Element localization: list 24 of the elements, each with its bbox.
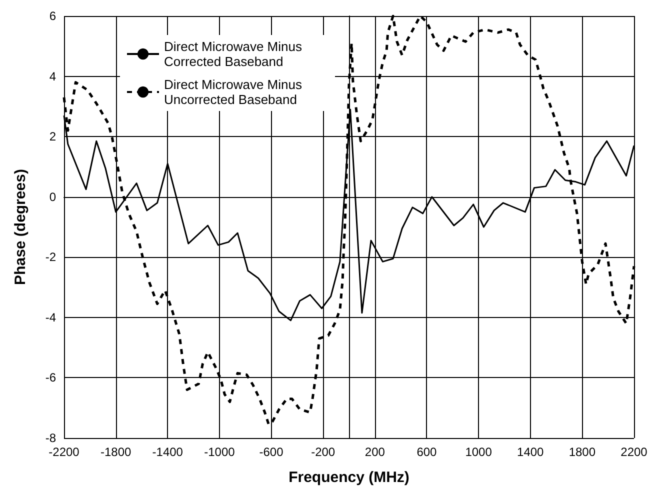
y-tick-label: 4: [49, 69, 56, 84]
legend-label: Direct Microwave Minus Uncorrected Baseband: [164, 77, 306, 107]
x-tick-label: 1000: [465, 445, 492, 459]
y-tick-label: 2: [49, 130, 56, 144]
y-tick-label: -6: [45, 370, 56, 385]
x-tick-label: -600: [259, 445, 284, 459]
y-axis-title: Phase (degrees): [12, 169, 29, 285]
y-tick-label: 0: [49, 190, 56, 204]
x-tick-label: -200: [311, 445, 336, 459]
x-axis-title: Frequency (MHz): [288, 469, 410, 486]
y-tick-label: -4: [45, 310, 56, 324]
x-tick-label: 600: [416, 445, 438, 459]
x-tick-label: -1800: [100, 445, 132, 459]
y-tick-label: -8: [45, 431, 56, 445]
x-tick-label: 200: [364, 445, 386, 459]
y-tick-label: -2: [45, 250, 56, 264]
x-tick-label: -2200: [48, 445, 80, 459]
x-tick-label: 1800: [568, 445, 596, 459]
y-tick-label: 6: [49, 9, 56, 23]
x-tick-label: 1400: [517, 445, 544, 459]
legend-label: Direct Microwave Minus Corrected Baseband: [164, 39, 306, 69]
x-tick-label: -1400: [152, 445, 184, 459]
x-tick-label: -1000: [204, 445, 236, 459]
x-tick-label: 2200: [620, 445, 648, 459]
